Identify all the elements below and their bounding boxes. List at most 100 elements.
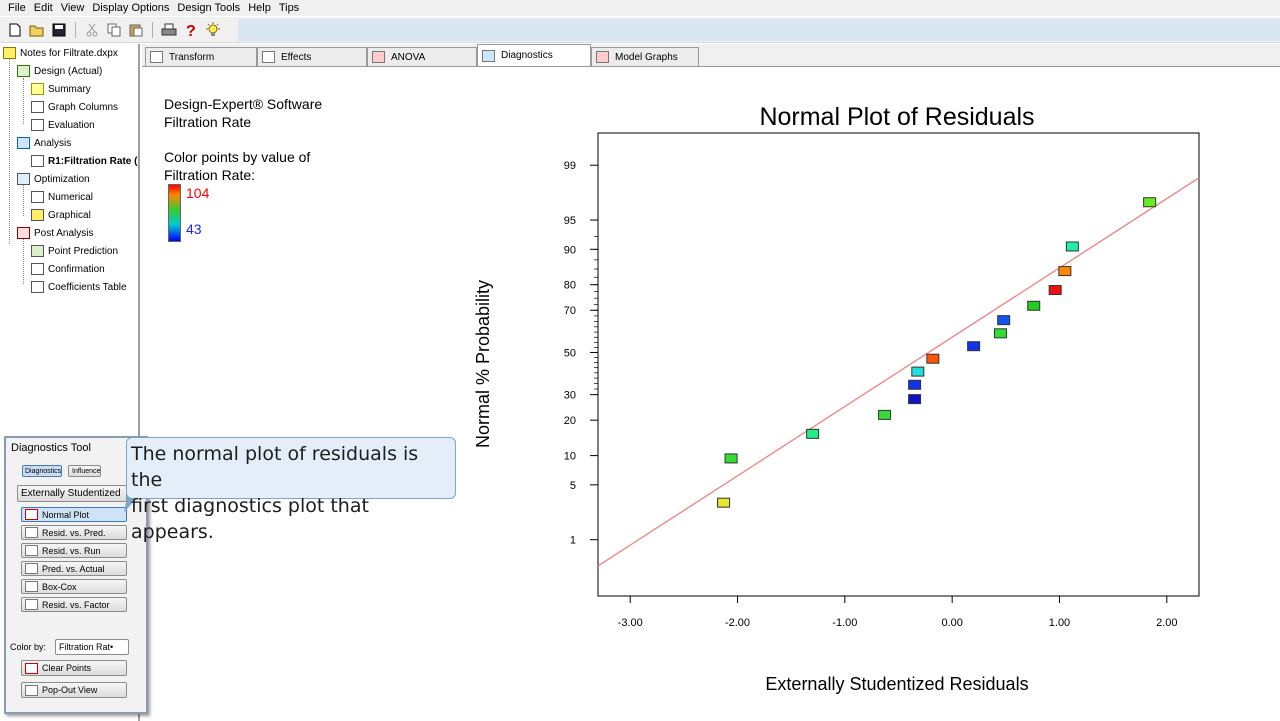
tree-item-design[interactable]: Design (Actual): [17, 62, 102, 80]
save-icon[interactable]: [50, 21, 68, 39]
graph-columns-icon: [31, 101, 44, 113]
tab-diagnostics[interactable]: Diagnostics: [477, 44, 591, 66]
residual-type-selector[interactable]: Externally Studentized: [17, 485, 127, 502]
button-label: Normal Plot: [42, 509, 90, 520]
callout-line: first diagnostics plot that appears.: [131, 495, 369, 543]
tree-item-coefficients-table[interactable]: Coefficients Table: [31, 278, 127, 296]
callout-line: The normal plot of residuals is the: [131, 443, 419, 491]
tree-item-label: Evaluation: [48, 119, 95, 131]
normal-plot-button[interactable]: Normal Plot: [21, 507, 127, 522]
button-label: Box-Cox: [42, 581, 77, 592]
color-by-select[interactable]: Filtration Rat•: [55, 639, 129, 655]
new-file-icon[interactable]: [6, 21, 24, 39]
diagnostics-subtab[interactable]: Diagnostics: [22, 465, 63, 477]
software-label: Design-Expert® Software: [164, 96, 323, 112]
box-cox-icon: [25, 581, 38, 592]
anova-icon: [372, 51, 385, 63]
button-label: Resid. vs. Pred.: [42, 527, 106, 538]
post-analysis-icon: [17, 227, 30, 239]
paste-icon[interactable]: [127, 21, 145, 39]
tree-item-evaluation[interactable]: Evaluation: [31, 116, 95, 134]
menu-file[interactable]: File: [8, 2, 26, 14]
tree-item-label: Graph Columns: [48, 101, 119, 113]
tree-item-label: Numerical: [48, 191, 94, 203]
pop-out-view-button[interactable]: Pop-Out View: [21, 682, 127, 698]
tab-effects[interactable]: Effects: [257, 47, 367, 66]
resid-vs-factor-button[interactable]: Resid. vs. Factor: [21, 597, 127, 612]
color-by-label: Color points by value of: [164, 149, 311, 165]
tree-item-label: R1:Filtration Rate (: [48, 155, 138, 167]
menu-display-options[interactable]: Display Options: [92, 2, 170, 14]
tab-model-graphs[interactable]: Model Graphs: [591, 47, 699, 66]
menu-help[interactable]: Help: [248, 2, 271, 14]
color-by-response: Filtration Rate:: [164, 167, 256, 183]
optimization-icon: [17, 173, 30, 185]
diagnostics-tool-panel: Diagnostics Tool Diagnostics Influence E…: [4, 436, 148, 714]
influence-subtab-label: Influence: [72, 467, 101, 475]
tab-transform[interactable]: Transform: [145, 47, 257, 66]
tree-item-analysis[interactable]: Analysis: [17, 134, 71, 152]
resid-vs-pred-button[interactable]: Resid. vs. Pred.: [21, 525, 127, 540]
tree-item-graph-columns[interactable]: Graph Columns: [31, 98, 118, 116]
tree-item-summary[interactable]: Summary: [31, 80, 91, 98]
tree-item-label: Coefficients Table: [48, 281, 127, 293]
response-label: Filtration Rate: [164, 114, 252, 130]
resid-vs-run-button[interactable]: Resid. vs. Run: [21, 543, 127, 558]
tree-item-post-analysis[interactable]: Post Analysis: [17, 224, 93, 242]
magnifier-icon: [31, 119, 44, 131]
copy-icon[interactable]: [105, 21, 123, 39]
tab-label: ANOVA: [391, 51, 426, 63]
tree-root[interactable]: Notes for Filtrate.dxpx: [3, 44, 118, 62]
menu-tips[interactable]: Tips: [278, 2, 300, 14]
button-label: Resid. vs. Factor: [42, 599, 110, 610]
residual-type-label: Externally Studentized: [21, 488, 121, 499]
menu-edit[interactable]: Edit: [33, 2, 53, 14]
toolbar-separator: [152, 21, 153, 38]
tree-item-label: Summary: [48, 83, 91, 95]
tab-bar: Transform Effects ANOVA Diagnostics Mode…: [142, 44, 1280, 66]
box-cox-button[interactable]: Box-Cox: [21, 579, 127, 594]
tab-anova[interactable]: ANOVA: [367, 47, 477, 66]
diagnostics-tool-title: Diagnostics Tool: [11, 442, 91, 454]
tree-item-r1[interactable]: R1:Filtration Rate (: [31, 152, 137, 170]
numerical-icon: [31, 191, 44, 203]
tree-item-graphical[interactable]: Graphical: [31, 206, 91, 224]
tree-item-label: Point Prediction: [48, 245, 119, 257]
toolbar: ?: [0, 17, 1280, 43]
menu-design-tools[interactable]: Design Tools: [177, 2, 241, 14]
legend-low-value: 43: [186, 221, 202, 237]
clear-points-button[interactable]: Clear Points: [21, 660, 127, 676]
diagnostics-subtab-label: Diagnostics: [25, 467, 62, 475]
button-label: Pred. vs. Actual: [42, 563, 105, 574]
open-folder-icon[interactable]: [28, 21, 46, 39]
tree-item-optimization[interactable]: Optimization: [17, 170, 90, 188]
tree-item-label: Design (Actual): [34, 65, 103, 77]
resid-vs-run-icon: [25, 545, 38, 556]
color-by-label: Color by:: [10, 642, 47, 652]
tree-item-point-prediction[interactable]: Point Prediction: [31, 242, 118, 260]
tree-item-confirmation[interactable]: Confirmation: [31, 260, 105, 278]
legend-high-value: 104: [186, 185, 210, 201]
grid-icon: [17, 65, 30, 77]
toolbar-separator: [75, 21, 76, 38]
cut-icon[interactable]: [83, 21, 101, 39]
model-graphs-icon: [596, 51, 609, 63]
tab-label: Model Graphs: [615, 51, 678, 63]
influence-subtab[interactable]: Influence: [68, 465, 102, 477]
menu-bar: File Edit View Display Options Design To…: [0, 0, 1280, 16]
help-icon[interactable]: ?: [182, 21, 200, 39]
tree-item-label: Post Analysis: [34, 227, 94, 239]
print-icon[interactable]: [160, 21, 178, 39]
eraser-icon: [25, 662, 38, 674]
toolbar-strip: [238, 19, 1280, 41]
tree-item-numerical[interactable]: Numerical: [31, 188, 93, 206]
menu-view[interactable]: View: [60, 2, 85, 14]
table-icon: [31, 281, 44, 293]
pred-vs-actual-icon: [25, 563, 38, 574]
resid-vs-pred-icon: [25, 527, 38, 538]
pop-out-icon: [25, 684, 38, 696]
tree-item-label: Optimization: [34, 173, 90, 185]
tip-bulb-icon[interactable]: [204, 21, 222, 39]
pred-vs-actual-button[interactable]: Pred. vs. Actual: [21, 561, 127, 576]
graphical-icon: [31, 209, 44, 221]
